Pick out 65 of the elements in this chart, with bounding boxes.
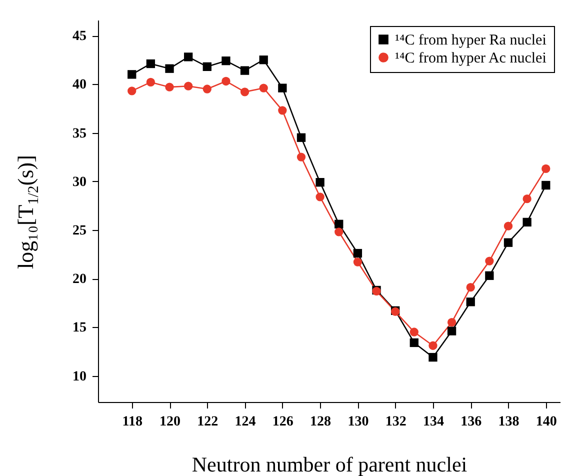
point: [353, 258, 362, 266]
point: [240, 66, 250, 75]
point: [466, 282, 475, 292]
point: [428, 341, 438, 350]
point: [334, 220, 344, 228]
y-tick-label: 45: [72, 29, 86, 44]
point: [165, 64, 174, 73]
point: [278, 106, 287, 115]
y-tick-label: 10: [72, 369, 86, 384]
point: [296, 133, 306, 142]
point: [202, 62, 212, 71]
point: [428, 352, 438, 362]
x-axis-title: Neutron number of parent nuclei: [192, 452, 468, 476]
point: [259, 56, 268, 64]
point: [222, 56, 230, 66]
point: [202, 84, 212, 94]
x-tick-label: 138: [498, 414, 520, 430]
y-tick-label: 15: [72, 320, 86, 336]
x-tick-label: 126: [272, 414, 294, 430]
point: [316, 178, 324, 187]
point: [184, 52, 193, 62]
point: [278, 84, 287, 92]
y-tick-label: 40: [72, 78, 86, 93]
point: [542, 164, 550, 174]
point: [146, 59, 156, 68]
point: [128, 86, 136, 96]
point: [522, 194, 532, 204]
x-tick-label: 140: [536, 414, 557, 430]
point: [334, 228, 344, 236]
point: [410, 328, 418, 336]
x-tick-label: 118: [122, 414, 142, 430]
point: [485, 271, 494, 280]
point: [240, 88, 250, 96]
point: [466, 298, 475, 306]
point: [184, 82, 193, 90]
point: [504, 238, 513, 247]
point: [165, 82, 174, 92]
point: [316, 192, 324, 202]
x-tick-label: 130: [348, 414, 369, 430]
point: [296, 152, 306, 162]
point: [410, 338, 418, 348]
point: [222, 76, 230, 86]
point: [504, 222, 513, 230]
y-tick-label: 30: [72, 174, 86, 190]
x-tick-label: 136: [460, 414, 482, 430]
point: [447, 326, 456, 336]
point: [353, 248, 362, 258]
x-tick-label: 134: [422, 414, 444, 430]
y-tick-label: 25: [72, 223, 86, 238]
point: [128, 70, 136, 79]
legend-label: ¹⁴C from hyper Ac nuclei: [395, 50, 546, 66]
point: [522, 218, 532, 227]
x-tick-label: 120: [160, 414, 181, 430]
x-tick-label: 132: [385, 414, 406, 430]
point: [259, 84, 268, 92]
point: [542, 180, 550, 190]
point: [447, 318, 456, 327]
point: [485, 256, 494, 266]
point: [146, 78, 156, 87]
x-tick-label: 122: [197, 414, 218, 430]
y-tick-label: 35: [72, 126, 86, 142]
x-tick-label: 128: [310, 414, 332, 430]
legend-label: ¹⁴C from hyper Ra nuclei: [395, 32, 546, 48]
y-tick-label: 20: [72, 272, 86, 288]
x-tick-label: 124: [234, 414, 256, 430]
